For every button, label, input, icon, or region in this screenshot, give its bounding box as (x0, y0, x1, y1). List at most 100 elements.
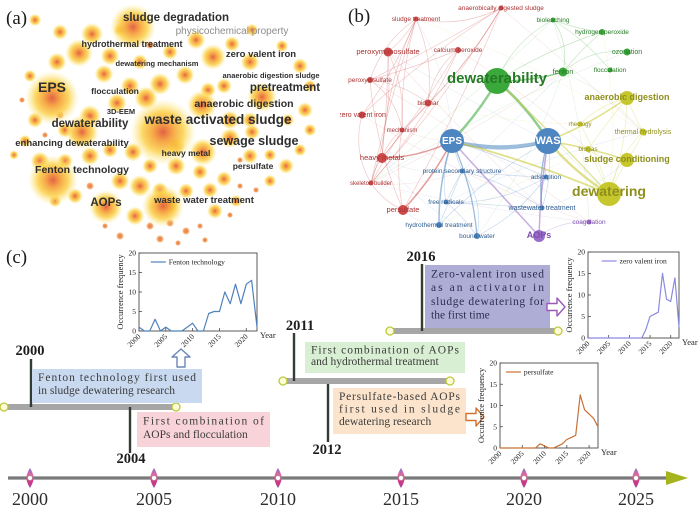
network-node (535, 128, 561, 154)
timeline-year-label: 2000 (12, 489, 48, 509)
event-year: 2000 (16, 343, 45, 359)
y-tick-label: 20 (129, 249, 137, 258)
event-callout-text: and hydrothermal treatment (311, 356, 440, 368)
density-bubble (125, 206, 145, 226)
node-label: EPS (442, 136, 462, 147)
network-edge (451, 140, 610, 195)
density-bubble (162, 44, 178, 60)
network-node (586, 219, 592, 225)
timeline-year-label: 2025 (618, 489, 654, 509)
event-callout-box (137, 412, 270, 447)
network-edge (381, 51, 389, 159)
density-bubble (187, 90, 217, 120)
network-edge (415, 18, 453, 142)
network-edge (445, 176, 547, 203)
timeline-arrowhead (666, 471, 688, 485)
network-node (539, 205, 545, 211)
density-bubble (52, 24, 68, 40)
network-edge (370, 51, 628, 184)
density-bubble (102, 142, 118, 158)
node-label: anaerobic digestion (584, 92, 669, 102)
keyword-label: persulfate (233, 161, 274, 171)
y-tick-label: 5 (493, 422, 497, 431)
density-bubble (224, 36, 240, 52)
network-edge (427, 7, 502, 104)
x-tick-label: 2000 (486, 449, 503, 466)
density-dot (202, 237, 208, 243)
node-label: peroxymonosulfate (356, 47, 419, 56)
density-bubble (175, 65, 195, 85)
density-bubble (202, 182, 218, 198)
density-bubble (134, 86, 158, 110)
y-tick-label: 10 (129, 288, 137, 297)
density-bubble (9, 150, 19, 160)
event-year: 2011 (286, 318, 314, 334)
y-tick-label: 15 (490, 380, 498, 389)
network-edge (445, 201, 543, 209)
network-edge (415, 7, 502, 23)
event-callout-box (32, 369, 202, 403)
era-bar-endcap (278, 376, 288, 386)
network-edge (369, 79, 429, 104)
node-label: skeleton builder (350, 181, 392, 187)
network-edge (461, 170, 547, 178)
callout-arrow-right (465, 407, 485, 427)
network-edge (369, 79, 403, 131)
density-bubble (107, 93, 127, 113)
density-dot (197, 223, 203, 229)
density-bubble (303, 79, 317, 93)
density-bubble (297, 102, 313, 118)
density-bubble (293, 143, 307, 157)
network-edge (369, 7, 502, 81)
density-bubble (220, 128, 240, 148)
network-edge (461, 71, 564, 172)
event-callout-text: Persulfate-based AOPs (339, 391, 461, 403)
event-year: 2016 (407, 249, 436, 265)
event-callout-text: First combination of (143, 415, 264, 427)
node-label: calcium peroxide (434, 47, 483, 54)
network-node (383, 47, 393, 57)
network-node (377, 153, 387, 163)
density-dot (237, 157, 243, 163)
y-tick-label: 5 (132, 307, 136, 316)
series-line (500, 394, 599, 449)
network-node (440, 129, 464, 153)
node-label: coagulation (572, 219, 606, 226)
density-dot (19, 97, 25, 103)
network-edge (358, 114, 372, 184)
network-edge (461, 170, 543, 209)
density-bubble (65, 39, 93, 67)
x-tick-label: 2000 (125, 332, 142, 349)
density-bubble (263, 174, 277, 188)
network-edge (370, 19, 554, 184)
network-node (443, 199, 449, 205)
network-edge (427, 102, 581, 125)
timeline-marker-dot (398, 475, 404, 481)
density-dot (146, 222, 154, 230)
density-bubble (216, 171, 232, 187)
density-bubble (207, 203, 223, 219)
density-bubble (28, 155, 78, 205)
network-node (424, 99, 432, 107)
keyword-label: pretreatment (250, 82, 320, 94)
network-edge (369, 49, 459, 81)
timeline-year-label: 2010 (260, 489, 296, 509)
x-tick-label: 2010 (616, 339, 633, 356)
event-callout-text: Zero-valent iron used (431, 268, 544, 280)
network-edge (387, 51, 543, 209)
density-bubble (220, 110, 240, 130)
density-bubble (110, 171, 130, 191)
legend-label: persulfate (524, 368, 554, 377)
node-label: sludge treatment (392, 16, 441, 23)
keyword-label: anaerobic digestion (194, 98, 293, 110)
node-label: zero valent iron (340, 112, 386, 119)
network-node (455, 47, 461, 53)
node-label: AOPs (527, 230, 552, 240)
node-label: sludge conditioning (584, 154, 670, 164)
keyword-label: EPS (38, 79, 66, 95)
timeline-marker-dot (27, 475, 33, 481)
network-edge (415, 18, 430, 104)
chart-frame (499, 362, 599, 449)
event-year: 2012 (313, 442, 342, 458)
network-node (358, 111, 366, 119)
